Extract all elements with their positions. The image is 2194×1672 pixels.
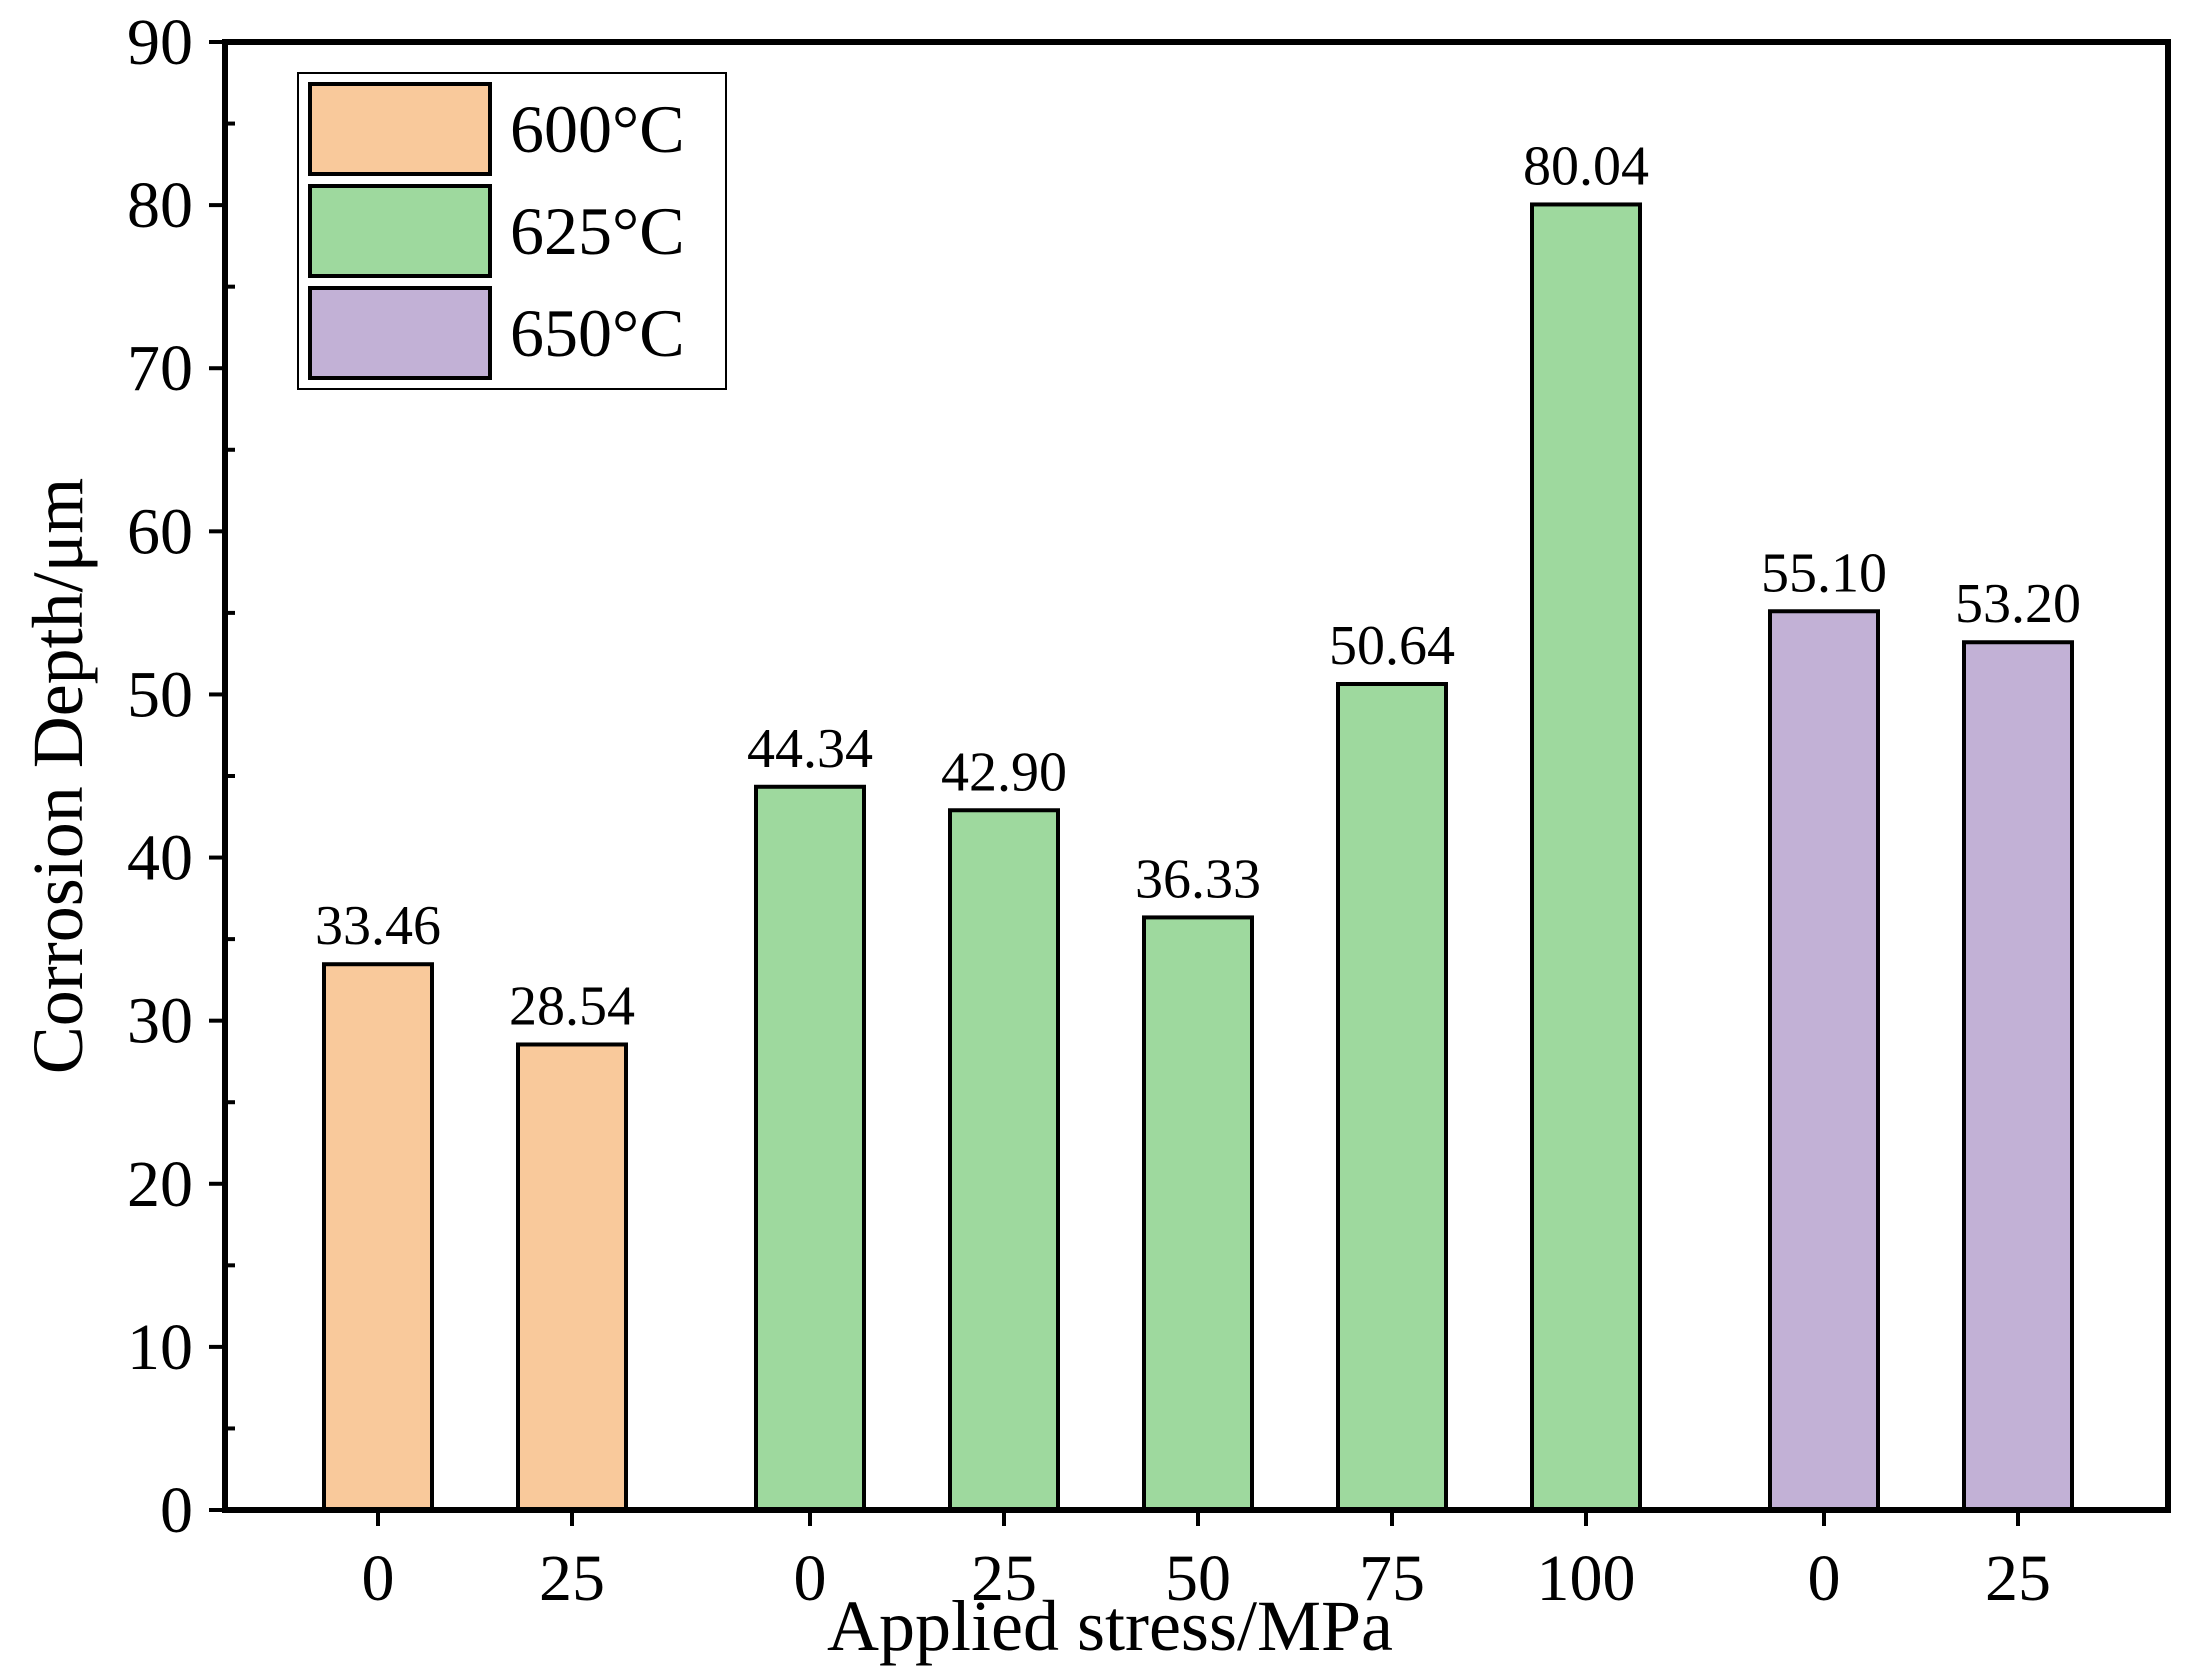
x-tick-label: 25	[539, 1542, 605, 1615]
x-axis: 0 25 0 25 50 75 100 0 25	[362, 1510, 2051, 1615]
y-tick-label: 90	[127, 6, 193, 79]
bar-625c-25	[948, 808, 1060, 1512]
legend-label: 600°C	[510, 91, 685, 167]
value-label: 33.46	[315, 895, 441, 957]
y-axis-title: Corrosion Depth/μm	[18, 478, 98, 1075]
y-axis: 0 10 20 30 40 50 60 70 80 90	[127, 6, 235, 1547]
y-tick-label: 60	[127, 495, 193, 568]
bar-625c-75	[1336, 682, 1448, 1512]
value-labels-group: 33.46 28.54 44.34 42.90 36.33 50.64 80.04 55.10…	[315, 135, 2081, 1037]
value-label: 36.33	[1135, 848, 1261, 910]
y-tick-label: 50	[127, 658, 193, 731]
legend-label: 625°C	[510, 193, 685, 269]
value-label: 28.54	[509, 975, 635, 1037]
y-tick-label: 20	[127, 1148, 193, 1221]
x-axis-title: Applied stress/MPa	[827, 1586, 1393, 1666]
bar-625c-0	[754, 784, 866, 1512]
x-tick-label: 75	[1359, 1542, 1425, 1615]
x-tick-label: 25	[1985, 1542, 2051, 1615]
value-label: 42.90	[941, 741, 1067, 803]
bar-600c-25	[516, 1042, 628, 1512]
y-tick-label: 10	[127, 1311, 193, 1384]
bars-group	[322, 202, 2074, 1513]
value-label: 50.64	[1329, 615, 1455, 677]
x-tick-label: 0	[1808, 1542, 1841, 1615]
y-tick-label: 80	[127, 169, 193, 242]
legend-swatch	[308, 286, 492, 380]
legend-swatch	[308, 184, 492, 278]
y-tick-label: 40	[127, 822, 193, 895]
value-label: 53.20	[1955, 573, 2081, 635]
bar-650c-0	[1768, 609, 1880, 1512]
value-label: 80.04	[1523, 135, 1649, 197]
x-tick-label: 25	[971, 1542, 1037, 1615]
legend: 600°C 625°C 650°C	[297, 72, 727, 390]
bar-650c-25	[1962, 640, 2074, 1512]
bar-625c-100	[1530, 202, 1642, 1513]
x-tick-label: 50	[1165, 1542, 1231, 1615]
bar-600c-0	[322, 962, 434, 1512]
y-tick-label: 0	[160, 1474, 193, 1547]
y-tick-label: 30	[127, 985, 193, 1058]
x-tick-label: 0	[362, 1542, 395, 1615]
x-tick-label: 0	[794, 1542, 827, 1615]
legend-label: 650°C	[510, 295, 685, 371]
value-label: 55.10	[1761, 542, 1887, 604]
x-tick-label: 100	[1537, 1542, 1636, 1615]
legend-swatch	[308, 82, 492, 176]
y-tick-label: 70	[127, 332, 193, 405]
bar-625c-50	[1142, 915, 1254, 1512]
value-label: 44.34	[747, 718, 873, 780]
